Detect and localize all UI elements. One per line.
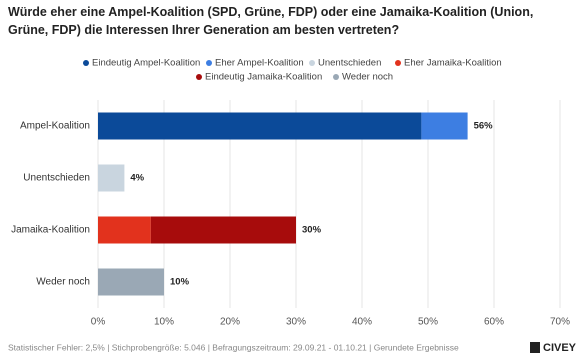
legend-label: Unentschieden: [318, 58, 381, 69]
bar-segment: [150, 216, 296, 244]
footnote: Statistischer Fehler: 2,5% | Stichproben…: [8, 342, 459, 352]
legend-swatch: [333, 74, 339, 80]
legend-swatch: [83, 60, 89, 66]
x-tick-label: 60%: [484, 317, 504, 328]
bar-segment: [98, 216, 151, 244]
legend-label: Weder noch: [342, 72, 393, 83]
brand: CIVEY: [543, 342, 577, 354]
y-tick-label: Jamaika-Koalition: [11, 225, 90, 236]
x-tick-label: 50%: [418, 317, 438, 328]
y-tick-label: Unentschieden: [23, 173, 90, 184]
x-tick-label: 0%: [91, 317, 106, 328]
bar-segment: [98, 268, 164, 296]
legend-label: Eher Ampel-Koalition: [215, 58, 304, 69]
x-tick-label: 10%: [154, 317, 174, 328]
chart-title: Würde eher eine Ampel-Koalition (SPD, Gr…: [8, 5, 534, 37]
legend-label: Eindeutig Jamaika-Koalition: [205, 72, 322, 83]
legend-swatch: [196, 74, 202, 80]
total-label: 30%: [302, 225, 322, 236]
legend-swatch: [206, 60, 212, 66]
bar-segment: [421, 112, 468, 140]
bar-segment: [98, 112, 422, 140]
logo-icon: [530, 342, 540, 353]
legend-label: Eindeutig Ampel-Koalition: [92, 58, 200, 69]
x-tick-label: 30%: [286, 317, 306, 328]
x-tick-label: 40%: [352, 317, 372, 328]
total-label: 4%: [130, 173, 144, 184]
legend-swatch: [309, 60, 315, 66]
legend-swatch: [395, 60, 401, 66]
total-label: 10%: [170, 277, 190, 288]
y-tick-label: Ampel-Koalition: [20, 121, 90, 132]
total-label: 56%: [474, 121, 494, 132]
y-tick-label: Weder noch: [36, 277, 90, 288]
x-tick-label: 70%: [550, 317, 570, 328]
bar-segment: [98, 164, 125, 192]
legend-label: Eher Jamaika-Koalition: [404, 58, 502, 69]
x-tick-label: 20%: [220, 317, 240, 328]
